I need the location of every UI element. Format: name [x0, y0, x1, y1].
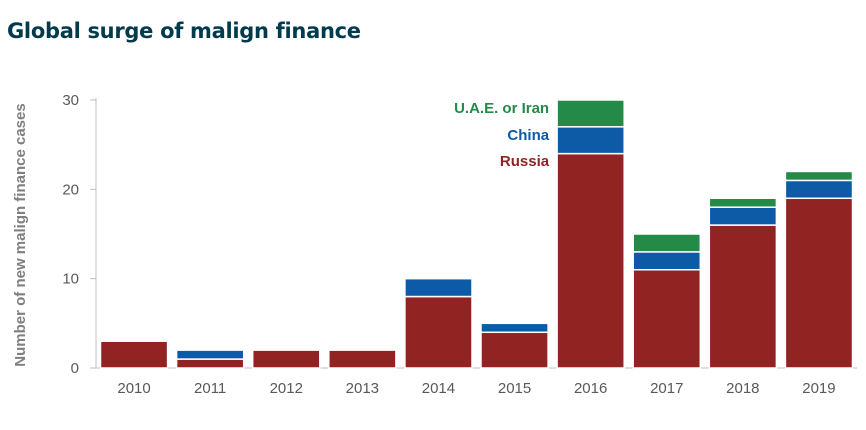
legend-item-russia: Russia [500, 153, 550, 170]
bar-segment-china-2015 [480, 322, 549, 334]
bar-segment-u-a-e-or-iran-2018 [708, 197, 778, 208]
x-tick-label: 2019 [802, 380, 835, 397]
legend-item-china: China [507, 127, 549, 144]
x-tick-label: 2011 [194, 380, 226, 397]
x-tick-label: 2012 [270, 380, 303, 397]
bar-segment-russia-2015 [480, 331, 549, 369]
x-tick-label: 2018 [726, 380, 759, 397]
bar-segment-u-a-e-or-iran-2019 [784, 170, 854, 182]
y-tick-label: 0 [71, 360, 79, 377]
x-tick-label: 2017 [650, 380, 683, 397]
bar-segment-china-2011 [175, 349, 245, 360]
y-tick-label: 10 [62, 271, 79, 288]
bar-segment-russia-2010 [99, 340, 169, 369]
bar-segment-russia-2014 [404, 295, 473, 369]
bar-segment-russia-2011 [175, 358, 245, 369]
x-tick-label: 2016 [574, 380, 607, 397]
legend-item-u-a-e-or-iran: U.A.E. or Iran [454, 100, 549, 117]
bar-segment-russia-2016 [556, 152, 625, 369]
bar-segment-russia-2019 [784, 197, 854, 369]
x-tick-label: 2013 [346, 380, 379, 397]
bar-segment-china-2016 [556, 126, 625, 155]
bars [99, 99, 854, 369]
axes: 0 10 20 30 2010 2011 2012 2013 2014 2015 2016 2017 2… [62, 92, 857, 397]
bar-segment-u-a-e-or-iran-2017 [632, 233, 702, 253]
y-tick-label: 20 [62, 181, 79, 198]
chart-title: Global surge of malign finance [7, 19, 361, 43]
x-tick-label: 2014 [422, 380, 455, 397]
y-axis-label: Number of new malign finance cases [12, 103, 29, 366]
bar-segment-china-2019 [784, 179, 854, 200]
bar-segment-russia-2012 [251, 349, 321, 369]
bar-segment-u-a-e-or-iran-2016 [556, 99, 625, 128]
y-tick-label: 30 [62, 92, 79, 109]
bar-segment-china-2018 [708, 206, 778, 226]
bar-segment-russia-2013 [328, 349, 397, 369]
bar-segment-china-2014 [404, 277, 473, 298]
x-tick-label: 2015 [498, 380, 531, 397]
bar-segment-russia-2017 [632, 268, 702, 369]
legend: U.A.E. or Iran China Russia [454, 100, 550, 170]
bar-segment-china-2017 [632, 251, 702, 271]
x-tick-label: 2010 [117, 380, 150, 397]
bar-segment-russia-2018 [708, 224, 778, 369]
